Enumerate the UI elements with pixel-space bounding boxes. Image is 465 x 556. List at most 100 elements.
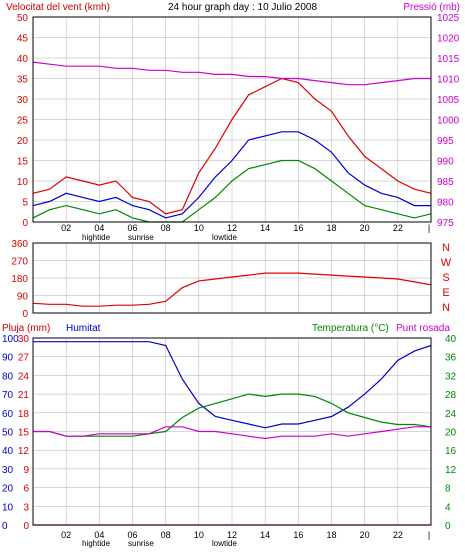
wind-ytick-label: 40 <box>17 54 29 65</box>
humidity-line <box>33 341 432 429</box>
temperature-xtick-label: 04 <box>94 530 104 540</box>
humidity-ytick-label: 50 <box>2 428 14 439</box>
rain-ytick-label: 21 <box>18 390 30 401</box>
direction-ytick-label: 360 <box>11 239 28 250</box>
compass-label: W <box>441 257 452 269</box>
compass-label: S <box>442 272 449 284</box>
wind-xtick-label: 20 <box>360 223 370 233</box>
annotation-sunrise-3: sunrise <box>128 539 154 548</box>
temperature-xtick-label: 16 <box>293 530 303 540</box>
wind-ytick-label: 10 <box>17 177 29 188</box>
wind-pressure-panel: 0510152025303540455097598098599099510001… <box>6 2 460 242</box>
rain-ytick-label: 12 <box>18 446 30 457</box>
temperature-ytick-label: 28 <box>445 390 457 401</box>
pressure-ytick-label: 1000 <box>437 116 460 127</box>
direction-panel-frame <box>32 242 432 314</box>
pressure-ytick-label: 1025 <box>437 13 460 24</box>
pressure-ytick-label: 985 <box>437 177 454 188</box>
wind-xtick-label: 10 <box>194 223 204 233</box>
wind-xtick-label: 06 <box>127 223 137 233</box>
wind-ytick-label: 20 <box>17 136 29 147</box>
humidity-temperature-panel: 0102030405060708090100036912151821242730… <box>2 323 457 548</box>
rain-ytick-label: 24 <box>18 371 30 382</box>
annotation-lowtide-1: lowtide <box>212 233 237 242</box>
dewpoint-line <box>33 426 431 440</box>
humidity-ytick-label: 70 <box>2 390 14 401</box>
temperature-xtick-label: 10 <box>194 530 204 540</box>
annotation-sunrise-1: sunrise <box>128 233 154 242</box>
temperature-xtick-label: 12 <box>227 530 237 540</box>
temperature-ytick-label: 20 <box>445 428 457 439</box>
temperature-xtick-label: 08 <box>161 530 171 540</box>
temperature-ytick-label: 40 <box>445 334 457 345</box>
rain-ytick-label: 9 <box>23 465 29 476</box>
temperature-xtick-label: 06 <box>127 530 137 540</box>
wind-xtick-label: 18 <box>326 223 336 233</box>
direction-ytick-label: 90 <box>17 292 29 303</box>
rain-ytick-label: 0 <box>23 521 29 532</box>
temperature-ytick-label: 24 <box>445 409 457 420</box>
temperature-xtick-label: 18 <box>326 530 336 540</box>
temperature-ytick-label: 8 <box>445 484 451 495</box>
temperature-ytick-label: 4 <box>445 502 451 513</box>
wind-ytick-label: 5 <box>22 198 28 209</box>
pressure-ytick-label: 1015 <box>437 54 460 65</box>
temperature-ytick-label: 32 <box>445 371 457 382</box>
humidity-ytick-label: 10 <box>2 502 14 513</box>
temperature-ytick-label: 12 <box>445 465 457 476</box>
wind-ytick-label: 50 <box>17 13 29 24</box>
pressure-ytick-label: 1020 <box>437 34 460 45</box>
wind-ytick-label: 25 <box>17 116 29 127</box>
wind-xtick-label: 22 <box>393 223 403 233</box>
wind-xtick-label: 14 <box>260 223 270 233</box>
annotation-hightide-3: hightide <box>82 539 111 548</box>
annotation-lowtide-3: lowtide <box>212 539 237 548</box>
pressure-ytick-label: 980 <box>437 198 454 209</box>
wind-panel-frame <box>32 16 432 223</box>
wind-xtick-end: | <box>428 223 430 233</box>
wind-xtick-label: 02 <box>61 223 71 233</box>
annotation-hightide-1: hightide <box>82 233 111 242</box>
temperature-line <box>33 393 432 437</box>
rain-ytick-label: 15 <box>18 428 30 439</box>
temperature-xtick-end: | <box>428 530 430 540</box>
rain-ytick-label: 27 <box>18 353 30 364</box>
rain-ytick-label: 18 <box>18 409 30 420</box>
temperature-panel-frame <box>32 337 432 526</box>
wind-average-line <box>32 131 431 219</box>
compass-label: N <box>442 242 450 254</box>
wind-ytick-label: 45 <box>17 34 29 45</box>
wind-xtick-label: 16 <box>293 223 303 233</box>
compass-label: E <box>442 287 449 299</box>
humidity-ytick-label: 30 <box>2 465 14 476</box>
wind-direction-line <box>32 272 432 307</box>
humidity-axis-title: Humitat <box>66 323 101 334</box>
humidity-ytick-label: 20 <box>2 484 14 495</box>
wind-xtick-label: 12 <box>227 223 237 233</box>
pressure-axis-title: Pressió (mb) <box>403 2 460 13</box>
wind-xtick-label: 08 <box>161 223 171 233</box>
pressure-ytick-label: 1005 <box>437 95 460 106</box>
temperature-xtick-label: 14 <box>260 530 270 540</box>
humidity-ytick-label: 100 <box>2 334 19 345</box>
wind-ytick-label: 35 <box>17 75 29 86</box>
wind-xtick-label: 04 <box>94 223 104 233</box>
wind-ytick-label: 0 <box>22 218 28 229</box>
temperature-axis-title: Temperatura (°C) <box>312 323 389 334</box>
pressure-line <box>32 61 431 86</box>
pressure-ytick-label: 995 <box>437 136 454 147</box>
wind-axis-title: Velocitat del vent (kmh) <box>6 2 110 13</box>
temperature-xtick-label: 02 <box>61 530 71 540</box>
humidity-ytick-label: 90 <box>2 353 14 364</box>
wind-gust-line <box>32 77 432 215</box>
dewpoint-axis-title: Punt rosada <box>396 323 450 334</box>
humidity-ytick-label: 40 <box>2 446 14 457</box>
chart-title: 24 hour graph day : 10 Julio 2008 <box>168 2 317 13</box>
humidity-ytick-label: 60 <box>2 409 14 420</box>
temperature-ytick-label: 36 <box>445 353 457 364</box>
temperature-ytick-label: 0 <box>445 521 451 532</box>
direction-ytick-label: 180 <box>11 274 28 285</box>
wind-minimum-line <box>32 159 432 223</box>
